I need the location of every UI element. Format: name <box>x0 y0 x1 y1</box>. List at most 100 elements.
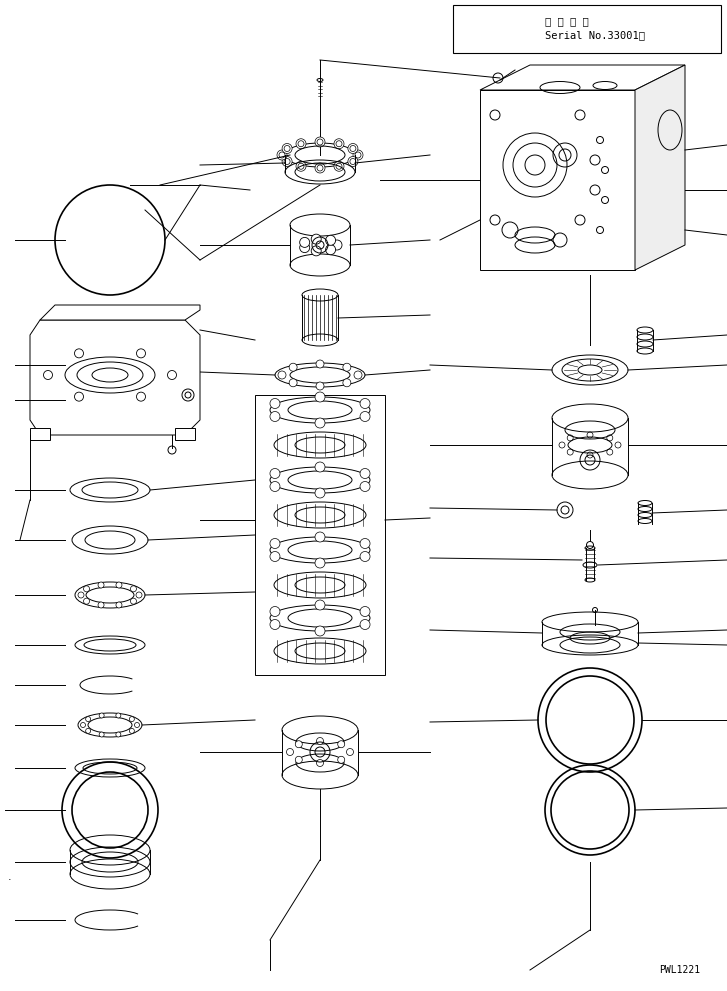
Circle shape <box>289 364 297 372</box>
Text: 適 用 号 機: 適 用 号 機 <box>545 16 589 26</box>
Ellipse shape <box>270 537 370 563</box>
Circle shape <box>315 600 325 610</box>
Circle shape <box>86 716 91 721</box>
Circle shape <box>315 462 325 472</box>
Circle shape <box>270 398 280 408</box>
Circle shape <box>360 482 370 492</box>
Polygon shape <box>40 305 200 320</box>
Circle shape <box>326 245 336 255</box>
Circle shape <box>136 592 142 598</box>
Circle shape <box>282 144 292 154</box>
Circle shape <box>116 713 121 718</box>
Circle shape <box>316 360 324 368</box>
Circle shape <box>282 157 292 166</box>
Circle shape <box>300 243 310 253</box>
Polygon shape <box>30 320 200 435</box>
Circle shape <box>270 538 280 548</box>
Circle shape <box>98 582 104 588</box>
Circle shape <box>84 599 89 605</box>
Circle shape <box>300 238 310 248</box>
Ellipse shape <box>270 605 370 631</box>
Text: PWL1221: PWL1221 <box>659 965 700 975</box>
Circle shape <box>353 150 363 160</box>
Ellipse shape <box>274 638 366 664</box>
Circle shape <box>348 144 358 154</box>
Circle shape <box>277 150 287 160</box>
Polygon shape <box>480 90 635 270</box>
Circle shape <box>348 157 358 166</box>
Bar <box>30 428 50 440</box>
Circle shape <box>116 732 121 737</box>
Circle shape <box>316 737 324 744</box>
Circle shape <box>315 558 325 568</box>
Circle shape <box>270 552 280 562</box>
Circle shape <box>354 371 362 379</box>
Circle shape <box>98 602 104 608</box>
Circle shape <box>315 532 325 542</box>
Circle shape <box>315 163 325 173</box>
Circle shape <box>315 392 325 402</box>
Circle shape <box>347 748 353 755</box>
Circle shape <box>129 728 134 733</box>
Circle shape <box>316 382 324 390</box>
Circle shape <box>296 139 306 149</box>
Circle shape <box>99 713 104 718</box>
Circle shape <box>81 722 86 727</box>
Ellipse shape <box>270 467 370 493</box>
Text: .: . <box>8 872 12 882</box>
Circle shape <box>270 411 280 421</box>
Circle shape <box>343 364 351 372</box>
Bar <box>255 395 385 675</box>
Circle shape <box>326 235 336 246</box>
Circle shape <box>270 619 280 629</box>
Circle shape <box>316 759 324 766</box>
Bar <box>453 5 721 53</box>
Circle shape <box>296 162 306 171</box>
Ellipse shape <box>270 397 370 423</box>
Circle shape <box>360 552 370 562</box>
Circle shape <box>360 619 370 629</box>
Circle shape <box>334 162 344 171</box>
Circle shape <box>286 748 294 755</box>
Circle shape <box>338 740 345 748</box>
Circle shape <box>278 371 286 379</box>
Circle shape <box>129 716 134 721</box>
Circle shape <box>289 379 297 386</box>
Ellipse shape <box>274 572 366 598</box>
Circle shape <box>360 538 370 548</box>
Text: Serial No.33001～: Serial No.33001～ <box>545 30 645 40</box>
Circle shape <box>360 398 370 408</box>
Circle shape <box>295 756 302 763</box>
Circle shape <box>360 411 370 421</box>
Circle shape <box>587 541 593 548</box>
Circle shape <box>315 488 325 498</box>
Circle shape <box>332 240 342 250</box>
Ellipse shape <box>274 432 366 458</box>
Bar <box>175 428 195 440</box>
Circle shape <box>270 606 280 616</box>
Circle shape <box>360 606 370 616</box>
Circle shape <box>78 592 84 598</box>
Ellipse shape <box>274 502 366 528</box>
Circle shape <box>86 728 91 733</box>
Circle shape <box>99 732 104 737</box>
Circle shape <box>315 626 325 636</box>
Circle shape <box>338 756 345 763</box>
Circle shape <box>84 586 89 592</box>
Circle shape <box>334 139 344 149</box>
Circle shape <box>270 469 280 479</box>
Circle shape <box>311 246 321 256</box>
Circle shape <box>295 740 302 748</box>
Circle shape <box>360 469 370 479</box>
Circle shape <box>270 482 280 492</box>
Circle shape <box>343 379 351 386</box>
Circle shape <box>134 722 140 727</box>
Polygon shape <box>635 65 685 270</box>
Circle shape <box>315 137 325 147</box>
Polygon shape <box>480 65 685 90</box>
Circle shape <box>315 418 325 428</box>
Circle shape <box>116 582 122 588</box>
Circle shape <box>311 234 321 244</box>
Circle shape <box>116 602 122 608</box>
Circle shape <box>130 586 137 592</box>
